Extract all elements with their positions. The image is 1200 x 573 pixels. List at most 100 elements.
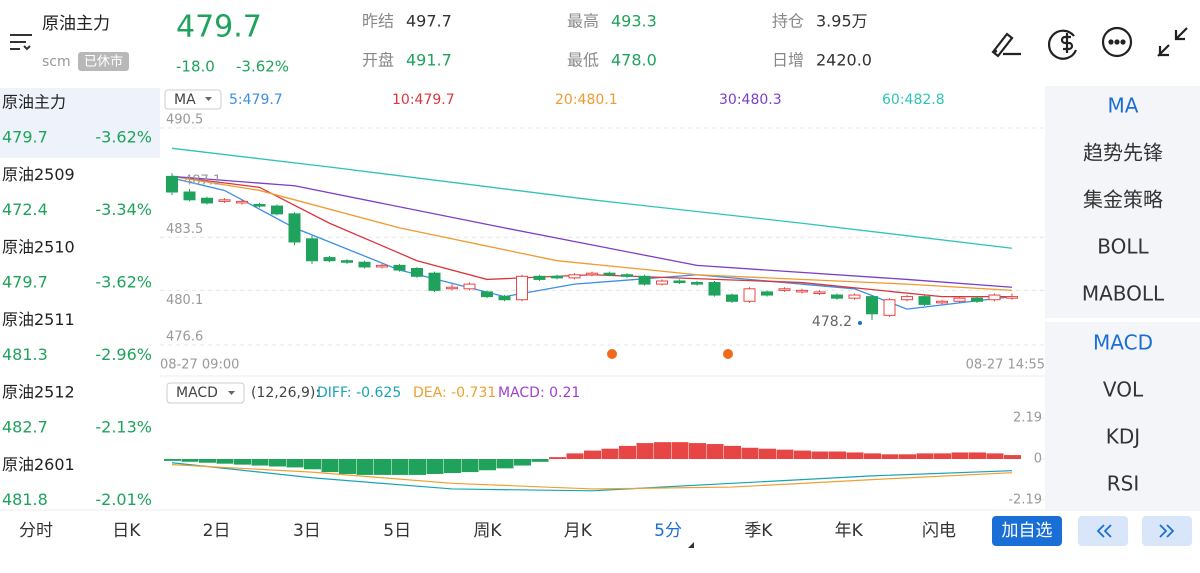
candle-body [603, 272, 616, 276]
watch-pct: -3.34% [95, 200, 152, 219]
macd-bar [199, 459, 216, 463]
stat-label: 昨结 [362, 12, 394, 31]
macd-bar [181, 459, 199, 462]
event-dot[interactable] [607, 349, 617, 359]
candle-body [376, 264, 388, 268]
event-dot[interactable] [723, 349, 733, 359]
macd-bar [1004, 455, 1021, 459]
macd-bar [654, 442, 671, 459]
edit-icon[interactable] [991, 32, 1021, 58]
side-menu-item[interactable]: RSI [1107, 472, 1140, 496]
watch-name[interactable]: 原油2511 [2, 310, 75, 329]
candle-body [166, 175, 178, 193]
watch-price: 479.7 [2, 273, 48, 292]
stat-value: 478.0 [611, 51, 657, 70]
price-change: -18.0 [176, 58, 215, 76]
selected-row-bg [0, 88, 160, 158]
stat-label: 持仓 [772, 12, 804, 31]
stat-value: 2420.0 [816, 51, 872, 70]
macd-selector[interactable] [166, 382, 245, 404]
watch-name[interactable]: 原油2601 [2, 455, 75, 474]
period-tab[interactable]: 2日 [203, 521, 231, 541]
period-tab[interactable]: 季K [744, 521, 773, 541]
period-tab[interactable]: 日K [112, 521, 141, 541]
y-tick-label: 483.5 [166, 222, 203, 237]
indicator-name: MA [174, 92, 196, 108]
watch-pct: -3.62% [95, 273, 152, 292]
macd-bar [934, 453, 951, 459]
more-icon[interactable] [1101, 26, 1133, 58]
add-button-text[interactable]: 加自选 [1002, 521, 1053, 541]
side-menu-item[interactable]: MACD [1093, 331, 1153, 355]
dea-label: DEA: -0.731 [413, 385, 496, 401]
side-menu-item[interactable]: 趋势先锋 [1083, 141, 1163, 165]
candle-body [901, 296, 913, 301]
macd-bar [759, 448, 776, 459]
side-menu-item[interactable]: VOL [1103, 378, 1144, 402]
macd-bar [304, 459, 321, 470]
dropdown-arrow [228, 391, 235, 395]
candle-body [306, 238, 318, 262]
period-tab[interactable]: 月K [564, 521, 593, 541]
shrink-icon[interactable] [1157, 27, 1188, 57]
macd-bar [234, 459, 251, 465]
candle-body [848, 294, 861, 299]
side-menu-item[interactable]: KDJ [1106, 425, 1140, 449]
ma-legend: 10:479.7 [392, 92, 455, 108]
side-menu-item[interactable]: MA [1108, 94, 1139, 118]
macd-line [171, 462, 1013, 492]
watch-name[interactable]: 原油主力 [2, 93, 66, 112]
macd-bar [444, 459, 461, 474]
period-tab[interactable]: 5日 [383, 521, 411, 541]
stat-value: 497.7 [406, 12, 452, 31]
currency-icon[interactable] [1047, 29, 1078, 60]
ma-selector[interactable] [164, 89, 222, 110]
stat-label: 最高 [567, 12, 599, 31]
macd-bar [689, 443, 706, 459]
watch-name[interactable]: 原油2512 [2, 383, 75, 402]
candle-body [1006, 296, 1018, 299]
y-tick-label: 2.19 [1013, 411, 1042, 426]
period-tab[interactable]: 5分 [654, 521, 682, 541]
period-tab[interactable]: 3日 [293, 521, 321, 541]
status-badge [78, 52, 129, 71]
tab-arrow [688, 542, 694, 548]
period-tab[interactable]: 分时 [19, 521, 53, 541]
candle-body [428, 272, 441, 291]
side-menu-item[interactable]: 集金策略 [1083, 188, 1163, 212]
macd-bar [899, 454, 916, 459]
last-price: 479.7 [176, 10, 262, 45]
macd-bar [636, 443, 654, 459]
candle-body [516, 275, 528, 301]
macd-bar [986, 453, 1004, 459]
candle-body [411, 268, 423, 277]
candle-body [761, 291, 773, 296]
stat-value: 491.7 [406, 51, 452, 70]
ma-legend: 5:479.7 [229, 92, 283, 108]
y-tick-label: 480.1 [166, 293, 203, 308]
side-menu-item[interactable]: MABOLL [1082, 282, 1165, 306]
side-menu-item[interactable]: BOLL [1097, 235, 1149, 259]
candle-body [236, 200, 248, 204]
candle-body [393, 264, 406, 271]
watch-name[interactable]: 原油2510 [2, 238, 75, 257]
macd-bar [864, 453, 881, 459]
stat-label: 开盘 [362, 51, 394, 70]
period-tab[interactable]: 周K [473, 521, 502, 541]
candle-body [568, 274, 581, 279]
macd-bar [601, 448, 619, 459]
add-button-bg[interactable] [992, 516, 1062, 546]
macd-bar [426, 459, 444, 474]
watch-pct: -2.01% [95, 490, 152, 509]
candle-body [708, 282, 721, 296]
prev-button[interactable] [1078, 516, 1128, 546]
filter-icon[interactable] [10, 34, 32, 51]
candle-body [883, 299, 896, 316]
stat-label: 最低 [567, 51, 599, 70]
period-tab[interactable]: 闪电 [922, 521, 956, 541]
candle-body [201, 197, 213, 204]
watch-name[interactable]: 原油2509 [2, 165, 75, 184]
period-tab[interactable]: 年K [835, 521, 864, 541]
